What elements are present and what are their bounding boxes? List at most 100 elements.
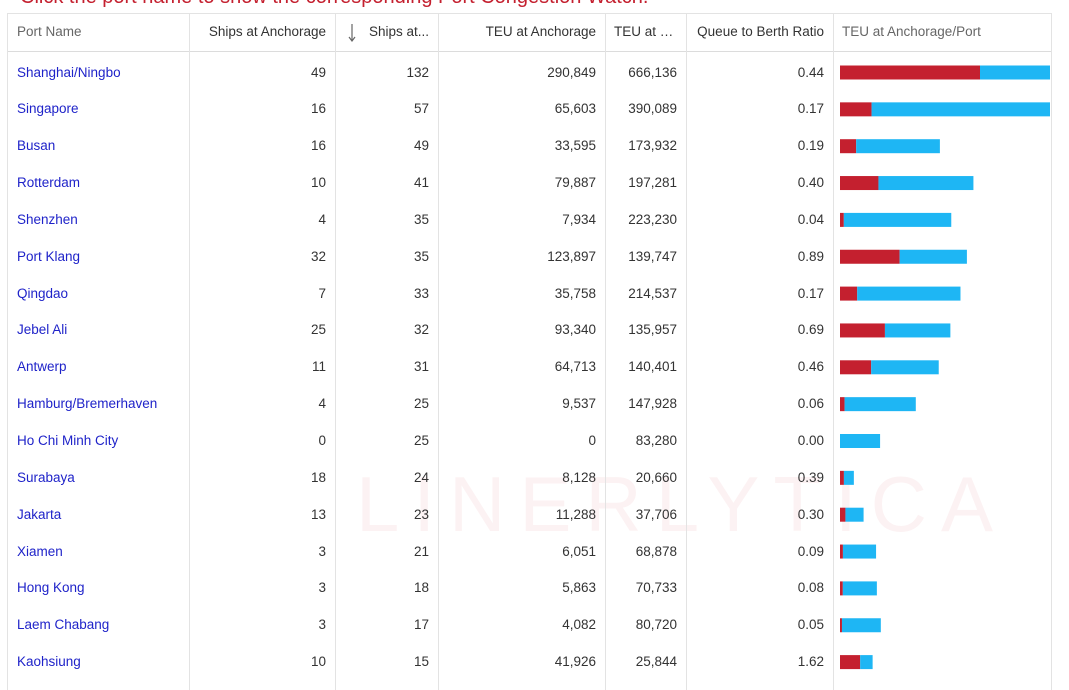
table-cell: 5,863 [562, 580, 596, 596]
table-cell: 0.05 [797, 617, 824, 633]
table-cell: 0.30 [797, 506, 824, 522]
table-cell: 18 [310, 469, 326, 485]
port-link[interactable]: Kaohsiung [17, 654, 81, 670]
bar-segment [840, 470, 844, 485]
table-cell: 80,720 [635, 617, 677, 633]
table-cell: 4,082 [562, 617, 596, 633]
port-link[interactable]: Hong Kong [17, 580, 85, 596]
table-cell: 0.89 [797, 248, 824, 264]
bar-segment [840, 65, 980, 80]
table-cell: 24 [413, 469, 429, 485]
watermark: LINERLYTICA [356, 460, 1008, 548]
table-cell: 18 [413, 580, 429, 596]
table-cell: 135,957 [628, 322, 677, 338]
bar-segment [840, 176, 879, 191]
port-link[interactable]: Surabaya [17, 469, 75, 485]
bar-segment [856, 139, 940, 154]
table-cell: 0 [588, 433, 596, 448]
table-cell: 1.62 [797, 654, 824, 670]
port-link[interactable]: Hamburg/Bremerhaven [17, 396, 158, 412]
bar-segment [980, 65, 1050, 80]
port-link[interactable]: Qingdao [17, 285, 69, 301]
table-cell: 33,595 [554, 138, 596, 154]
port-link[interactable]: Xiamen [17, 543, 63, 559]
port-link[interactable]: Ho Chi Minh City [17, 433, 119, 448]
column-header[interactable]: Queue to Berth Ratio [697, 24, 824, 39]
table-cell: 35 [413, 211, 429, 227]
table-cell: 4 [318, 396, 326, 412]
port-link[interactable]: Rotterdam [17, 175, 81, 191]
table-cell: 0 [318, 433, 326, 448]
bar-segment [840, 323, 885, 338]
column-divider [686, 14, 687, 690]
table-cell: 0.39 [797, 469, 824, 485]
table-cell: 49 [310, 64, 326, 80]
bar-segment [871, 360, 939, 375]
table-cell: 64,713 [554, 359, 596, 375]
port-link[interactable]: Singapore [17, 101, 79, 117]
bar-segment [878, 176, 974, 191]
bar-segment [899, 249, 967, 264]
table-cell: 10 [310, 175, 326, 191]
column-header[interactable]: TEU at Anchorage/Port [842, 24, 981, 39]
port-link[interactable]: Jakarta [17, 506, 62, 522]
bar-segment [843, 212, 952, 227]
column-header[interactable]: Ships at... [368, 24, 429, 39]
table-cell: 11 [311, 359, 326, 375]
table-cell: 41 [413, 175, 429, 191]
table-cell: 0.17 [797, 101, 824, 117]
column-header[interactable]: TEU at P... [614, 24, 677, 39]
column-divider [189, 14, 190, 690]
table-cell: 8,128 [562, 469, 596, 485]
bar-segment [843, 470, 854, 485]
port-link[interactable]: Shenzhen [17, 211, 78, 227]
table-cell: 140,401 [628, 359, 677, 375]
port-link[interactable]: Antwerp [17, 359, 67, 375]
table-cell: 57 [413, 101, 429, 117]
table-cell: 4 [318, 211, 326, 227]
table-cell: 0.46 [797, 359, 824, 375]
column-divider [438, 14, 439, 690]
bar-segment [840, 618, 842, 633]
table-cell: 197,281 [628, 175, 677, 191]
bar-segment [844, 397, 916, 412]
port-link[interactable]: Jebel Ali [17, 322, 68, 338]
table-cell: 132 [406, 64, 429, 80]
table-cell: 3 [318, 617, 326, 633]
port-link[interactable]: Shanghai/Ningbo [17, 64, 121, 80]
bar-segment [840, 655, 861, 670]
table-cell: 68,878 [635, 543, 677, 559]
column-header[interactable]: Port Name [17, 24, 82, 39]
port-link[interactable]: Busan [17, 138, 56, 154]
table-cell: 7,934 [562, 211, 596, 227]
bar-segment [840, 360, 872, 375]
column-header[interactable]: TEU at Anchorage [485, 24, 596, 39]
bar-segment [840, 102, 872, 117]
bar-segment [842, 581, 877, 596]
table-cell: 35,758 [554, 285, 596, 301]
port-link[interactable]: Port Klang [17, 248, 81, 264]
bar-layer [348, 24, 1050, 670]
table-cell: 35 [413, 248, 429, 264]
bar-segment [840, 507, 846, 522]
table-cell: 25,844 [635, 654, 677, 670]
column-header[interactable]: Ships at Anchorage [208, 24, 326, 39]
table-cell: 7 [318, 285, 326, 301]
table-cell: 0.40 [797, 175, 824, 191]
instruction-note: Click the port name to show the correspo… [20, 0, 648, 9]
table-cell: 0.08 [797, 580, 824, 596]
table: LINERLYTICA Port Name Ships at Anchorage S… [7, 13, 1052, 690]
table-cell: 223,230 [628, 211, 677, 227]
table-cell: 214,537 [628, 285, 677, 301]
table-cell: 0.00 [797, 433, 824, 448]
bar-segment [840, 434, 881, 448]
sort-icon[interactable] [348, 24, 356, 42]
table-cell: 70,733 [635, 580, 677, 596]
table-cell: 31 [413, 359, 429, 375]
port-link[interactable]: Laem Chabang [17, 617, 110, 633]
table-cell: 0.04 [797, 211, 824, 227]
table-cell: 33 [413, 285, 429, 301]
column-divider [833, 14, 834, 690]
table-cell: 17 [413, 617, 429, 633]
